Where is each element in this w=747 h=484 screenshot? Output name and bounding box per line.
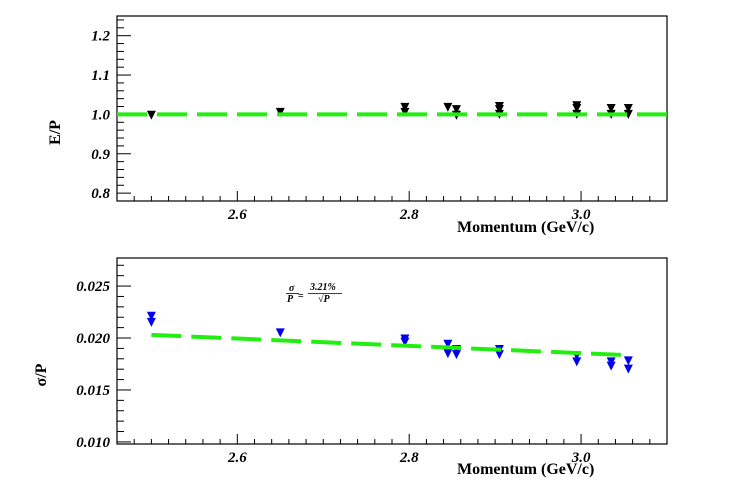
data-point — [494, 105, 504, 115]
data-point — [572, 104, 582, 113]
data-point — [275, 328, 285, 338]
y-tick-label: 0.015 — [76, 383, 110, 399]
x-tick-label: 2.8 — [399, 450, 419, 466]
data-point — [146, 311, 156, 321]
formula-equals: = — [298, 291, 304, 302]
data-point — [400, 337, 410, 347]
formula-sigma: σ — [289, 283, 295, 294]
plot-frame — [116, 257, 668, 445]
data-point — [572, 357, 582, 367]
y-tick-label: 0.9 — [91, 147, 110, 163]
data-point — [443, 102, 453, 112]
x-tick-label: 2.8 — [399, 207, 419, 223]
data-point — [443, 349, 453, 359]
data-point — [623, 104, 633, 113]
data-point — [451, 350, 461, 360]
data-point — [606, 361, 616, 371]
data-point — [623, 109, 633, 119]
x-axis-title: Momentum (GeV/c) — [457, 219, 594, 236]
sigma-panel: 2.6 2.8 3.0 0.010 0.015 0.020 0.025 Momentum (G… — [33, 257, 668, 478]
formula-sqrt-p: √P — [318, 294, 330, 305]
fit-line — [151, 332, 629, 358]
data-point — [494, 350, 504, 360]
y-axis-title: E/P — [47, 120, 64, 145]
y-tick-label: 0.025 — [76, 279, 110, 295]
data-point — [623, 356, 633, 366]
formula-p: P — [287, 294, 294, 305]
y-tick-label: 0.010 — [76, 435, 110, 451]
plot-frame — [116, 15, 668, 202]
data-point — [623, 364, 633, 374]
data-point — [146, 317, 156, 327]
x-tick-label: 3.0 — [571, 450, 591, 466]
x-tick-label: 2.6 — [227, 450, 247, 466]
data-point — [451, 105, 461, 115]
resolution-formula: σ P = 3.21% √P — [286, 282, 342, 305]
y-tick-label: 0.8 — [91, 186, 110, 202]
y-tick-label: 1.1 — [91, 68, 110, 84]
y-tick-label: 1.0 — [91, 107, 110, 123]
x-tick-label: 3.0 — [571, 207, 591, 223]
y-axis-title: σ/P — [33, 363, 50, 386]
ep-panel: 2.6 2.8 3.0 0.8 0.9 1.0 1.1 1.2 Momentum (GeV/c)… — [47, 15, 668, 236]
data-point — [146, 110, 156, 120]
formula-value: 3.21% — [309, 282, 336, 293]
data-point — [443, 339, 453, 349]
x-axis-title: Momentum (GeV/c) — [457, 461, 594, 478]
y-tick-label: 0.020 — [76, 331, 110, 347]
x-tick-label: 2.6 — [227, 207, 247, 223]
y-tick-label: 1.2 — [91, 29, 110, 45]
data-point — [400, 102, 410, 112]
data-point — [606, 104, 616, 113]
